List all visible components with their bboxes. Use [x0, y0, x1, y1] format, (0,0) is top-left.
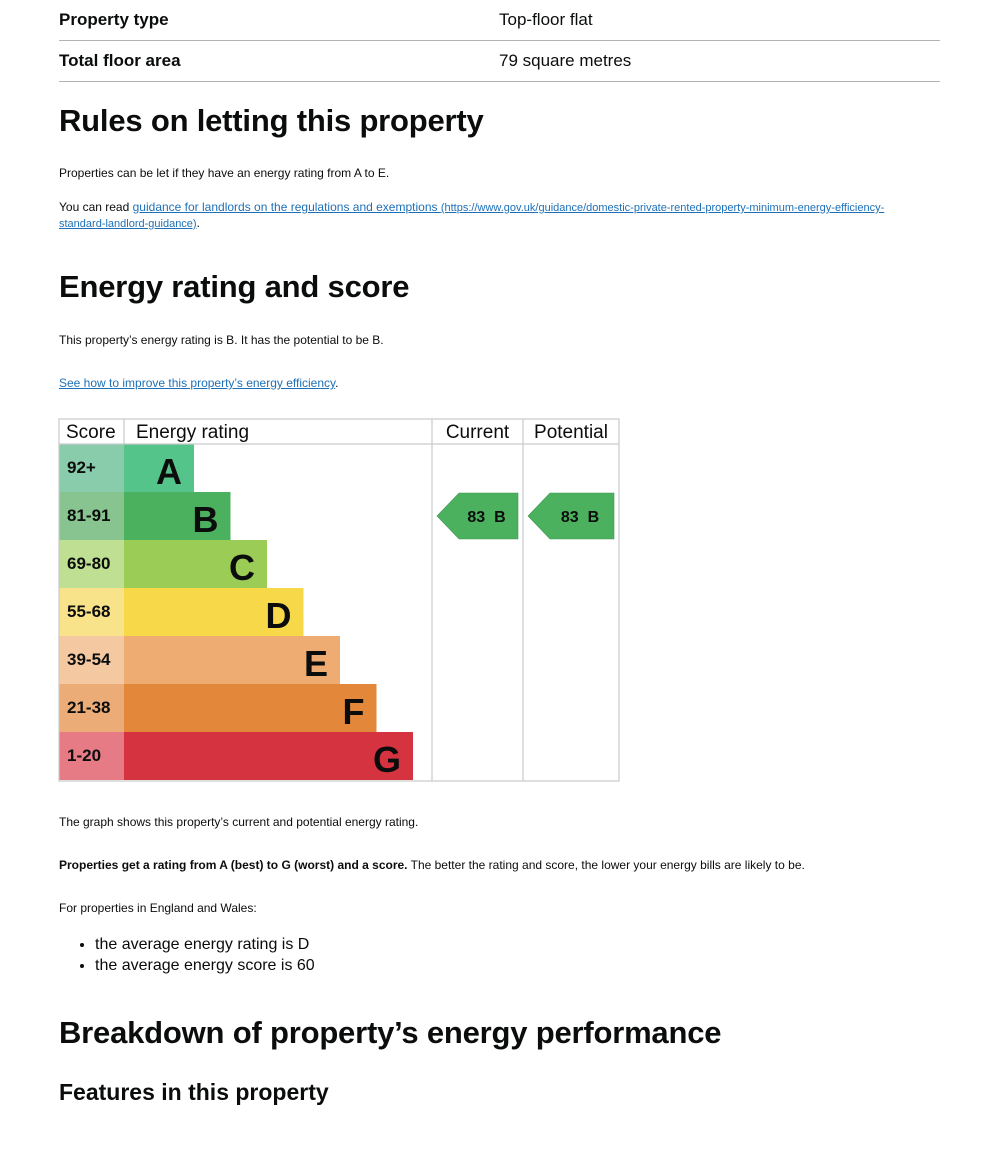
score-label: 81-91: [67, 506, 110, 525]
averages-list: the average energy rating is D the avera…: [59, 934, 315, 976]
header-current: Current: [446, 422, 510, 443]
rating-letter: D: [266, 595, 292, 636]
chart-frame: [58, 418, 620, 782]
current-rating-label: 83 B: [467, 509, 505, 526]
summary-value: 79 square metres: [499, 51, 632, 70]
rating-bar-e: [124, 636, 340, 684]
potential-arrow: [527, 492, 615, 540]
rating-scale-rest: The better the rating and score, the low…: [407, 858, 805, 872]
rating-letter: C: [229, 547, 255, 588]
average-rating-item: the average energy rating is D: [95, 934, 315, 955]
rating-bar-d: [124, 588, 304, 636]
summary-value: Top-floor flat: [499, 10, 593, 29]
guidance-link-text: guidance for landlords on the regulation…: [132, 200, 438, 214]
score-cell-f: [59, 684, 124, 732]
guidance-prefix: You can read: [59, 200, 133, 214]
rating-bar-b: [124, 492, 231, 540]
summary-row-property-type: Property type Top-floor flat: [59, 0, 940, 41]
score-label: 55-68: [67, 602, 110, 621]
score-cell-a: [59, 444, 124, 492]
rating-letter: A: [156, 451, 182, 492]
property-summary: Property type Top-floor flat Total floor…: [59, 0, 940, 82]
letting-heading: Rules on letting this property: [59, 103, 484, 138]
rating-scale-para: Properties get a rating from A (best) to…: [59, 858, 929, 873]
rating-bar-a: [124, 444, 194, 492]
graph-caption: The graph shows this property’s current …: [59, 815, 419, 829]
current-arrow: [436, 492, 519, 540]
score-cell-b: [59, 492, 124, 540]
chart-headers: Score Energy rating Current Potential: [66, 422, 608, 443]
score-label: 69-80: [67, 554, 110, 573]
score-cell-d: [59, 588, 124, 636]
features-subheading: Features in this property: [59, 1079, 329, 1105]
improve-para: See how to improve this property’s energ…: [59, 376, 338, 391]
improve-efficiency-link[interactable]: See how to improve this property’s energ…: [59, 376, 336, 390]
rating-bands: 92+ A 81-91 B 69-80 C 55-68 D 39-54 E 21-38 F 1-20 G: [59, 444, 413, 780]
rating-letter: F: [343, 691, 365, 732]
chart-grid: [58, 418, 620, 782]
header-score: Score: [66, 422, 116, 443]
energy-rating-heading: Energy rating and score: [59, 269, 410, 304]
score-cell-e: [59, 636, 124, 684]
breakdown-heading: Breakdown of property’s energy performan…: [59, 1015, 722, 1050]
rating-bar-c: [124, 540, 267, 588]
header-potential: Potential: [534, 422, 608, 443]
average-score-item: the average energy score is 60: [95, 955, 315, 976]
rating-arrows: 83 B 83 B: [436, 492, 615, 540]
rating-letter: E: [304, 643, 328, 684]
score-cell-c: [59, 540, 124, 588]
energy-rating-chart: 92+ A81-91 B69-80 C55-68 D39-54 E21-38 F1-20 G …: [58, 418, 620, 782]
landlord-guidance-link[interactable]: guidance for landlords on the regulation…: [59, 200, 884, 230]
average-intro: For properties in England and Wales:: [59, 901, 257, 915]
letting-para: Properties can be let if they have an en…: [59, 166, 390, 180]
guidance-link-url: (https://www.gov.uk/guidance/domestic-pr…: [59, 202, 885, 230]
score-label: 1-20: [67, 746, 101, 765]
score-label: 92+: [67, 458, 96, 477]
rating-scale-bold: Properties get a rating from A (best) to…: [59, 858, 408, 872]
summary-row-floor-area: Total floor area 79 square metres: [59, 41, 940, 82]
letting-guidance-para: You can read guidance for landlords on t…: [59, 200, 929, 232]
rating-bar-g: [124, 732, 413, 780]
guidance-suffix: .: [196, 216, 200, 230]
header-energy-rating: Energy rating: [136, 422, 249, 443]
rating-bar-f: [124, 684, 377, 732]
improve-suffix: .: [335, 376, 339, 390]
rating-letter: G: [373, 739, 401, 780]
score-label: 39-54: [67, 650, 111, 669]
rating-letter: B: [193, 499, 219, 540]
summary-key: Total floor area: [59, 51, 181, 70]
score-label: 21-38: [67, 698, 110, 717]
summary-key: Property type: [59, 10, 169, 29]
rating-summary-para: This property’s energy rating is B. It h…: [59, 333, 384, 347]
score-cell-g: [59, 732, 124, 780]
potential-rating-label: 83 B: [561, 509, 599, 526]
